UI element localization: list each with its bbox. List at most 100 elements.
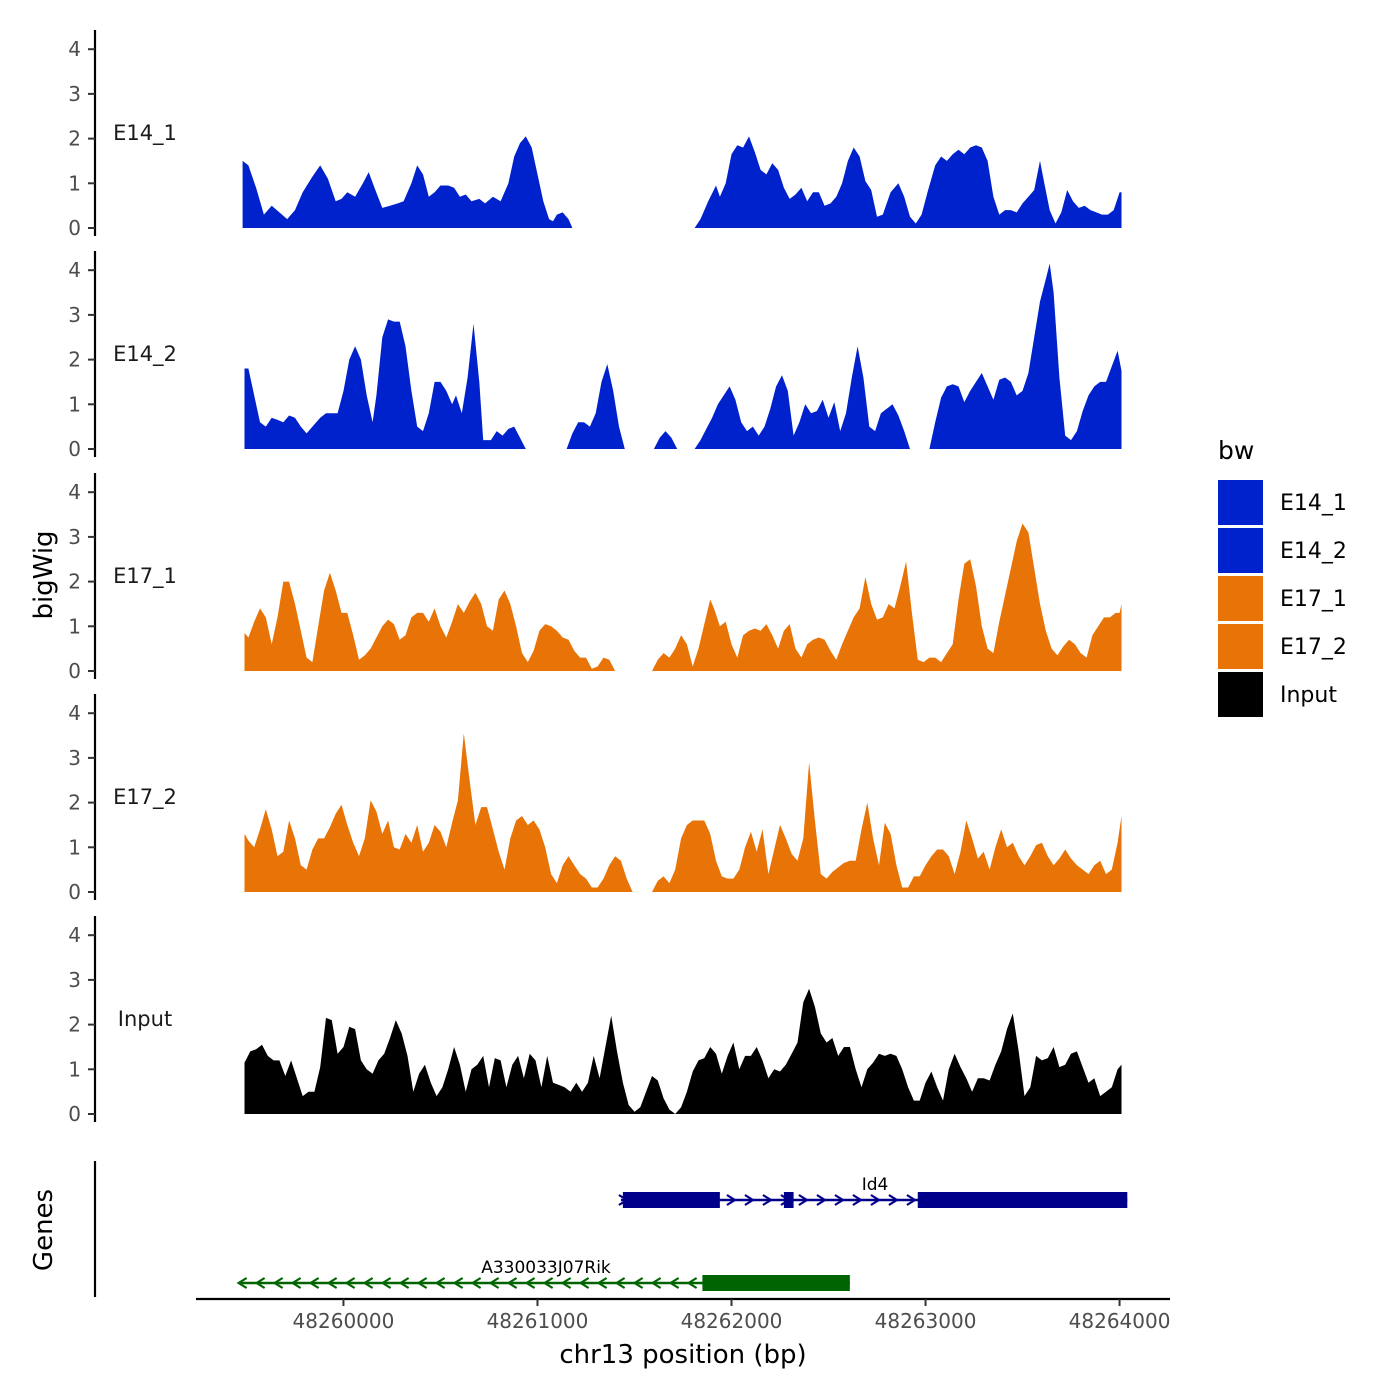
- strand-arrow: [744, 1194, 755, 1206]
- coverage-area-Input: [244, 988, 1122, 1114]
- strand-arrow: [524, 1277, 536, 1289]
- track-E14_2: 0 1 2 3 4 E14_2: [68, 251, 1122, 461]
- legend-label: E17_2: [1280, 635, 1347, 660]
- strand-arrow: [542, 1277, 554, 1289]
- track-label: E14_1: [113, 121, 177, 146]
- strand-arrow: [870, 1194, 881, 1206]
- x-tick-label: 48264000: [1069, 1309, 1171, 1333]
- y-tick-label: 1: [68, 171, 81, 195]
- tracks-layer: 0 1 2 3 4 E14_1 0 1 2 3 4 E14_2 0 1 2 3 4 E17_1 0 1 2 3 4 E17_2…: [68, 30, 1122, 1126]
- y-tick-label: 4: [68, 37, 81, 61]
- legend: bw E14_1 E14_2 E17_1 E17_2 Input: [1218, 436, 1347, 717]
- legend-label: E14_2: [1280, 539, 1347, 564]
- gene-exon: [917, 1192, 1128, 1208]
- y-tick-label: 3: [68, 82, 81, 106]
- y-tick-label: 3: [68, 303, 81, 327]
- strand-arrow: [888, 1194, 899, 1206]
- gene-label: Id4: [862, 1175, 889, 1195]
- strand-arrow: [560, 1277, 572, 1289]
- track-label: E14_2: [113, 342, 177, 367]
- genes-panel: Id4 A330033J07Rik: [93, 1161, 1128, 1297]
- strand-arrow: [614, 1277, 626, 1289]
- coverage-area-E14_2: [244, 263, 1122, 449]
- y-tick-label: 4: [68, 258, 81, 282]
- y-tick-label: 0: [68, 216, 81, 240]
- x-axis-title: chr13 position (bp): [559, 1340, 806, 1370]
- strand-arrow: [726, 1194, 737, 1206]
- strand-arrow: [290, 1277, 302, 1289]
- strand-arrow: [488, 1277, 500, 1289]
- strand-arrow: [798, 1194, 809, 1206]
- y-tick-label: 0: [68, 1102, 81, 1126]
- strand-arrow: [452, 1277, 464, 1289]
- legend-swatch: [1218, 624, 1263, 669]
- y-tick-label: 2: [68, 791, 81, 815]
- coverage-area-E14_1: [242, 136, 1122, 228]
- gene-A330033J07Rik: A330033J07Rik: [236, 1258, 850, 1291]
- strand-arrow: [650, 1277, 662, 1289]
- y-tick-label: 0: [68, 437, 81, 461]
- x-tick-label: 48260000: [293, 1309, 395, 1333]
- legend-title: bw: [1218, 436, 1254, 465]
- gene-Id4: Id4: [618, 1175, 1128, 1208]
- y-tick-label: 1: [68, 1057, 81, 1081]
- strand-arrow: [762, 1194, 773, 1206]
- y-tick-label: 0: [68, 659, 81, 683]
- legend-label: E17_1: [1280, 587, 1347, 612]
- legend-swatch: [1218, 576, 1263, 621]
- track-label: E17_2: [113, 785, 177, 810]
- y-tick-label: 2: [68, 348, 81, 372]
- y-tick-label: 1: [68, 835, 81, 859]
- strand-arrow: [506, 1277, 518, 1289]
- gene-exon: [783, 1192, 794, 1208]
- strand-arrow: [578, 1277, 590, 1289]
- x-axis: 48260000 48261000 48262000 48263000 48264000: [196, 1297, 1171, 1333]
- strand-arrow: [236, 1277, 248, 1289]
- coverage-area-E17_2: [244, 733, 1122, 892]
- track-E17_2: 0 1 2 3 4 E17_2: [68, 694, 1122, 904]
- x-tick-label: 48262000: [681, 1309, 783, 1333]
- x-tick-label: 48261000: [487, 1309, 589, 1333]
- y-tick-label: 3: [68, 525, 81, 549]
- strand-arrow: [434, 1277, 446, 1289]
- y-tick-label: 2: [68, 127, 81, 151]
- strand-arrow: [398, 1277, 410, 1289]
- x-tick-label: 48263000: [875, 1309, 977, 1333]
- track-E17_1: 0 1 2 3 4 E17_1: [68, 473, 1122, 683]
- y-tick-label: 2: [68, 1013, 81, 1037]
- strand-arrow: [686, 1277, 698, 1289]
- strand-arrow: [380, 1277, 392, 1289]
- y-tick-label: 0: [68, 880, 81, 904]
- strand-arrow: [416, 1277, 428, 1289]
- track-E14_1: 0 1 2 3 4 E14_1: [68, 30, 1122, 240]
- y-tick-label: 1: [68, 392, 81, 416]
- y-tick-label: 4: [68, 923, 81, 947]
- legend-swatch: [1218, 672, 1263, 717]
- track-label: Input: [118, 1007, 172, 1031]
- strand-arrow: [834, 1194, 845, 1206]
- y-tick-label: 4: [68, 701, 81, 725]
- legend-label: Input: [1280, 683, 1337, 708]
- gene-exon: [702, 1275, 850, 1291]
- gene-exon: [622, 1192, 720, 1208]
- strand-arrow: [344, 1277, 356, 1289]
- legend-item-E14_2: E14_2: [1218, 528, 1347, 573]
- strand-arrow: [326, 1277, 338, 1289]
- y-axis-title: bigWig: [29, 530, 59, 619]
- strand-arrow: [852, 1194, 863, 1206]
- strand-arrow: [470, 1277, 482, 1289]
- strand-arrow: [254, 1277, 266, 1289]
- legend-item-E17_2: E17_2: [1218, 624, 1347, 669]
- y-tick-label: 1: [68, 614, 81, 638]
- legend-swatch: [1218, 480, 1263, 525]
- genes-panel-title: Genes: [29, 1189, 59, 1271]
- legend-item-E14_1: E14_1: [1218, 480, 1347, 525]
- legend-item-E17_1: E17_1: [1218, 576, 1347, 621]
- track-label: E17_1: [113, 564, 177, 589]
- track-Input: 0 1 2 3 4 Input: [68, 916, 1122, 1126]
- strand-arrow: [816, 1194, 827, 1206]
- y-tick-label: 3: [68, 746, 81, 770]
- strand-arrow: [596, 1277, 608, 1289]
- strand-arrow: [632, 1277, 644, 1289]
